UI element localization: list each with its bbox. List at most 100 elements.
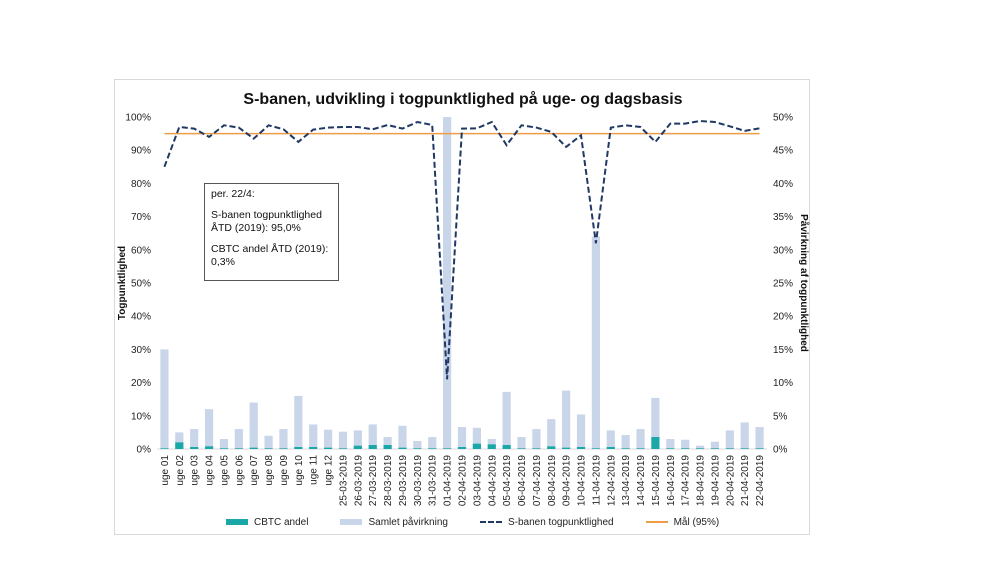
x-tick-label: 09-04-2019 [562, 455, 573, 507]
cbtc-bar [591, 448, 600, 449]
legend-swatch-total [340, 519, 363, 525]
cbtc-bar [502, 445, 511, 449]
y-right-tick-label: 20% [773, 312, 793, 323]
cbtc-bar [383, 445, 392, 449]
cbtc-bar [621, 448, 630, 449]
y-axis-left-ticks: 0% 10% 20% 30% 40% 50% 60% 70% 80% 90% 100% [125, 113, 151, 456]
y-right-tick-label: 5% [773, 411, 788, 422]
cbtc-bar [175, 442, 184, 449]
x-tick-label: 08-04-2019 [547, 455, 558, 507]
x-tick-label: 11-04-2019 [591, 455, 602, 506]
total-impact-bar [606, 430, 615, 449]
x-tick-label: 29-03-2019 [398, 455, 409, 507]
cbtc-bar [234, 448, 243, 449]
x-tick-label: 05-04-2019 [502, 455, 513, 507]
chart-title: S-banen, udvikling i togpunktlighed på u… [243, 90, 682, 108]
y-axis-left-title: Togpunktlighed [117, 246, 128, 320]
y-right-tick-label: 45% [773, 146, 793, 157]
legend-label-cbtc: CBTC andel [254, 516, 309, 528]
legend-item-total: Samlet påvirkning [340, 516, 448, 528]
y-axis-right-title: Påvirkning af togpunktlighed [798, 214, 810, 352]
x-tick-label: 14-04-2019 [636, 455, 647, 507]
x-tick-label: uge 10 [294, 455, 305, 486]
total-impact-bar [219, 439, 229, 449]
x-tick-label: 18-04-2019 [696, 455, 707, 507]
cbtc-bar [413, 448, 422, 449]
y-right-tick-label: 50% [773, 113, 793, 124]
legend-label-total: Samlet påvirkning [368, 516, 448, 528]
legend-label-punctuality: S-banen togpunktlighed [507, 516, 614, 528]
total-impact-bar [457, 427, 467, 449]
cbtc-bar [294, 447, 303, 449]
punctuality-line [163, 119, 760, 380]
total-impact-bar [681, 439, 690, 449]
cbtc-bar [695, 448, 705, 449]
x-tick-label: uge 07 [249, 455, 260, 486]
cbtc-bar [160, 448, 169, 449]
total-impact-bar [591, 236, 600, 449]
legend-label-target: Mål (95%) [673, 516, 720, 528]
y-right-tick-label: 0% [773, 445, 788, 456]
x-tick-label: uge 02 [175, 455, 186, 486]
total-impact-bar [353, 430, 362, 449]
cbtc-bar [755, 448, 764, 449]
y-right-tick-label: 35% [773, 212, 793, 223]
x-tick-label: uge 05 [219, 455, 230, 486]
total-impact-bar [175, 432, 184, 449]
x-tick-label: 04-04-2019 [487, 455, 498, 507]
total-impact-bar [666, 439, 675, 449]
cbtc-bar [681, 448, 690, 449]
y-left-tick-label: 30% [131, 345, 151, 356]
cbtc-bar [190, 447, 199, 449]
x-tick-label: 26-03-2019 [353, 455, 364, 507]
x-tick-label: 25-03-2019 [338, 455, 349, 507]
cbtc-bar [725, 448, 734, 449]
legend-item-punctuality: S-banen togpunktlighed [479, 516, 614, 528]
total-impact-bar [651, 397, 660, 449]
x-tick-label: 30-03-2019 [413, 455, 424, 507]
total-impact-bar [755, 427, 764, 449]
cbtc-bar [487, 444, 496, 449]
cbtc-bar [517, 448, 526, 449]
cbtc-bar [740, 448, 749, 449]
total-impact-bar [472, 427, 481, 449]
legend-item-target: Mål (95%) [645, 516, 720, 528]
total-impact-bar [636, 429, 645, 449]
x-tick-label: 28-03-2019 [383, 455, 394, 507]
total-impact-bar [710, 441, 720, 449]
x-tick-label: 22-04-2019 [755, 455, 766, 507]
x-tick-label: 21-04-2019 [740, 455, 751, 507]
legend-swatch-target [645, 521, 668, 523]
x-tick-label: 12-04-2019 [606, 455, 617, 507]
annotation-line-3: CBTC andel ÅTD (2019): 0,3% [211, 243, 329, 268]
x-tick-label: uge 06 [234, 455, 245, 486]
y-left-tick-label: 40% [131, 312, 151, 323]
total-impact-bars [160, 117, 764, 449]
cbtc-bar [324, 447, 333, 449]
total-impact-bar [413, 441, 422, 449]
y-left-tick-label: 80% [131, 179, 151, 190]
total-impact-bar [576, 414, 586, 449]
x-tick-label: 16-04-2019 [666, 455, 677, 507]
cbtc-bar [279, 448, 288, 449]
y-right-tick-label: 15% [773, 345, 793, 356]
cbtc-bar [204, 446, 214, 449]
y-left-tick-label: 100% [125, 113, 151, 124]
total-impact-bar [547, 419, 556, 449]
cbtc-bars [160, 437, 764, 449]
cbtc-bar [443, 448, 452, 449]
total-impact-bar [264, 435, 273, 449]
total-impact-bar [160, 349, 169, 449]
total-impact-bar [725, 430, 734, 449]
total-impact-bar [398, 425, 407, 449]
legend: CBTC andel Samlet påvirkning S-banen tog… [226, 514, 751, 530]
x-tick-label: uge 04 [205, 455, 216, 486]
x-tick-label: uge 08 [264, 455, 275, 486]
total-impact-bar [279, 429, 288, 449]
y-left-tick-label: 20% [131, 378, 151, 389]
y-left-tick-label: 90% [131, 146, 151, 157]
y-right-tick-label: 25% [773, 279, 793, 290]
cbtc-bar [547, 446, 556, 449]
cbtc-bar [666, 448, 675, 449]
annotation-line-2: S-banen togpunktlighed ÅTD (2019): 95,0% [211, 209, 322, 234]
